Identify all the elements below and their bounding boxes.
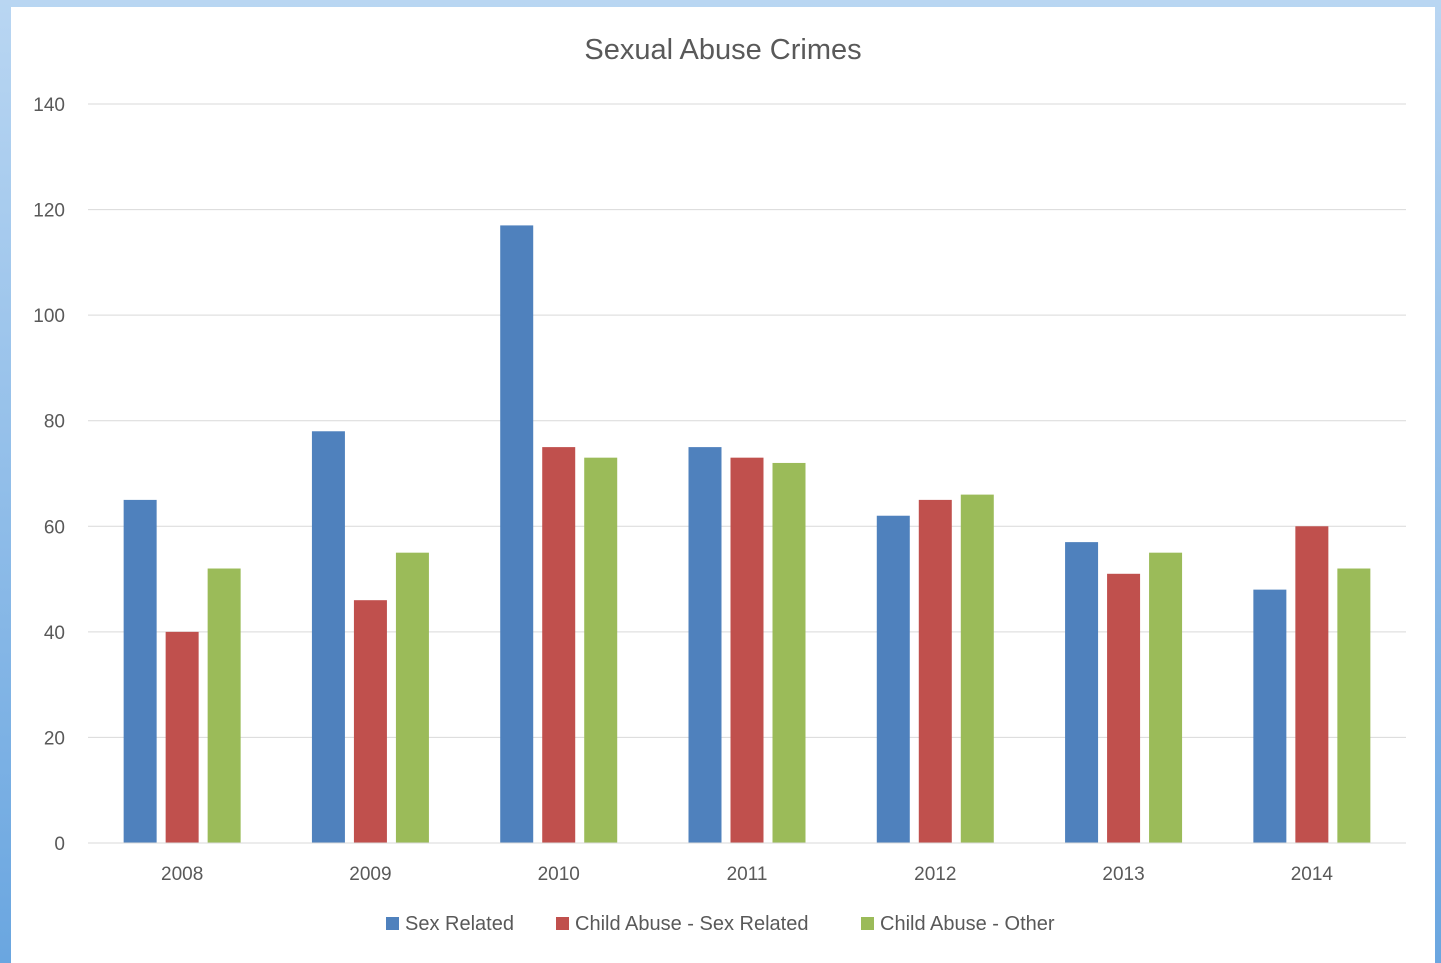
bar-child-abuse-sex-related-2012 xyxy=(918,499,952,843)
y-tick-label: 60 xyxy=(44,517,65,538)
x-tick-label: 2013 xyxy=(1102,864,1144,885)
bar-sex-related-2012 xyxy=(876,515,910,843)
y-tick-label: 20 xyxy=(44,728,65,749)
y-tick-label: 0 xyxy=(54,834,65,855)
y-axis-ticks: 0 20 40 60 80 100 120 140 xyxy=(33,95,65,855)
legend-swatch xyxy=(556,917,569,930)
bar-sex-related-2011 xyxy=(688,447,722,843)
x-tick-label: 2010 xyxy=(538,864,580,885)
bar-child-abuse-sex-related-2009 xyxy=(353,600,387,843)
legend-label: Child Abuse - Sex Related xyxy=(575,913,808,935)
chart-title: Sexual Abuse Crimes xyxy=(584,34,861,66)
bar-child-abuse-other-2009 xyxy=(395,552,429,843)
bar-sex-related-2009 xyxy=(311,431,345,843)
bars xyxy=(88,225,1406,844)
y-tick-label: 100 xyxy=(33,306,65,327)
bar-child-abuse-other-2013 xyxy=(1149,552,1183,843)
bar-sex-related-2014 xyxy=(1253,589,1287,843)
bar-child-abuse-sex-related-2011 xyxy=(730,457,764,843)
chart-area: Sexual Abuse Crimes 0 20 40 60 80 100 120 140 2… xyxy=(11,7,1435,963)
legend-label: Sex Related xyxy=(405,913,514,935)
bar-child-abuse-sex-related-2013 xyxy=(1107,573,1141,843)
x-tick-label: 2008 xyxy=(161,864,203,885)
legend: Sex Related Child Abuse - Sex Related Chil… xyxy=(386,913,1055,935)
legend-label: Child Abuse - Other xyxy=(880,913,1055,935)
y-tick-label: 40 xyxy=(44,623,65,644)
bar-child-abuse-sex-related-2010 xyxy=(542,447,576,843)
bar-child-abuse-other-2008 xyxy=(207,568,241,843)
bar-child-abuse-other-2010 xyxy=(584,457,618,843)
bar-child-abuse-other-2014 xyxy=(1337,568,1371,843)
x-tick-label: 2011 xyxy=(727,864,768,885)
y-tick-label: 120 xyxy=(33,201,65,222)
bar-sex-related-2013 xyxy=(1065,542,1099,843)
bar-sex-related-2010 xyxy=(500,225,534,843)
bar-sex-related-2008 xyxy=(123,499,157,843)
bar-child-abuse-other-2011 xyxy=(772,462,806,843)
y-tick-label: 140 xyxy=(33,95,65,116)
legend-swatch xyxy=(861,917,874,930)
bar-child-abuse-other-2012 xyxy=(960,494,994,843)
x-tick-label: 2009 xyxy=(349,864,391,885)
x-tick-label: 2012 xyxy=(914,864,956,885)
bar-child-abuse-sex-related-2008 xyxy=(165,631,199,843)
legend-swatch xyxy=(386,917,399,930)
x-axis-ticks: 2008 2009 2010 2011 2012 2013 2014 xyxy=(161,864,1333,885)
bar-chart: Sexual Abuse Crimes 0 20 40 60 80 100 120 140 2… xyxy=(33,34,1406,935)
bar-child-abuse-sex-related-2014 xyxy=(1295,526,1329,843)
y-tick-label: 80 xyxy=(44,412,65,433)
x-tick-label: 2014 xyxy=(1291,864,1334,885)
